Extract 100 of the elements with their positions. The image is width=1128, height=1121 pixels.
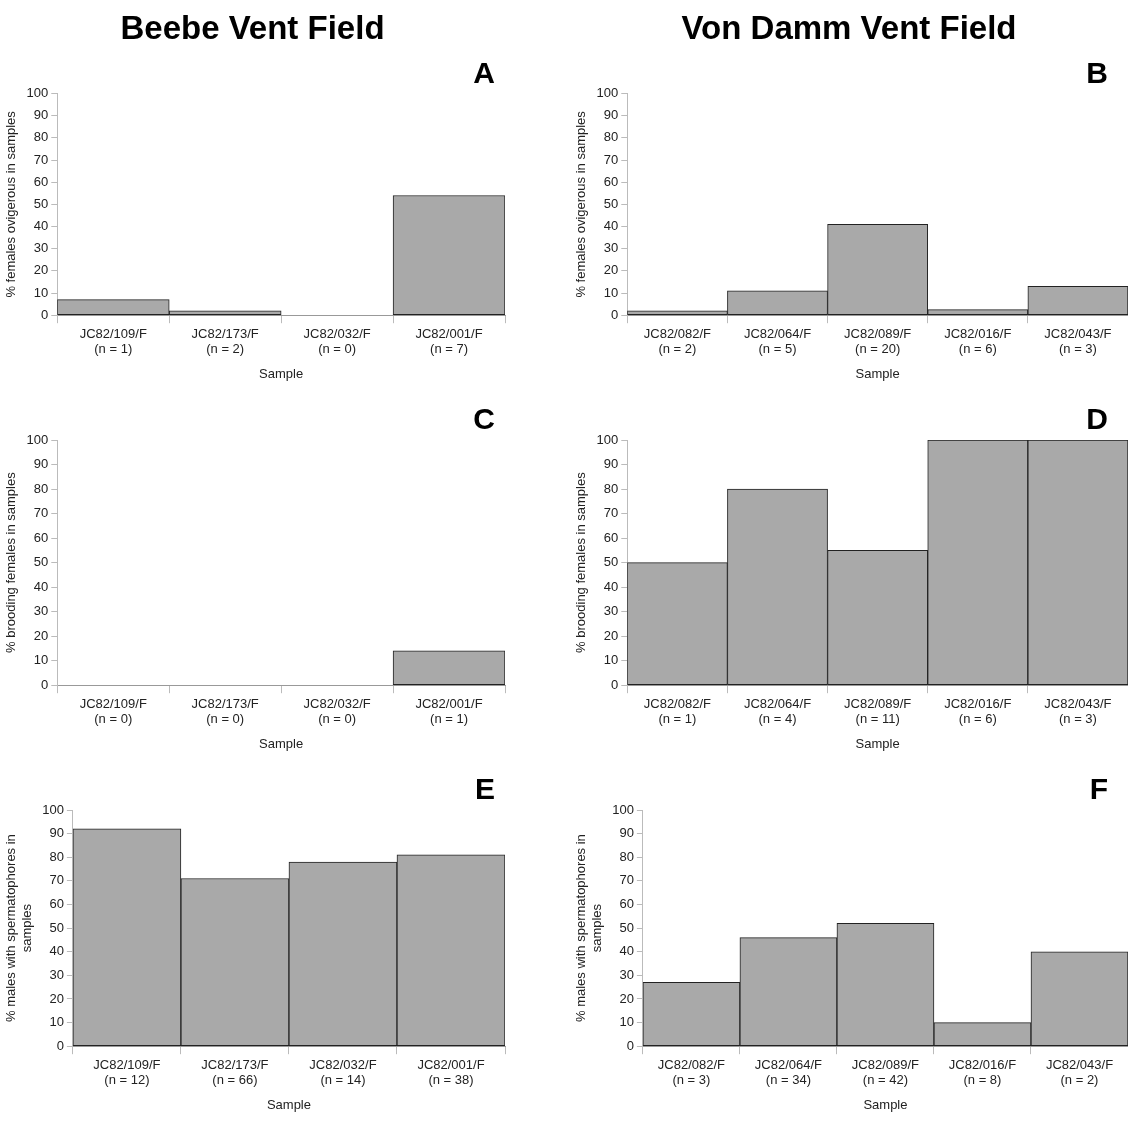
x-tick-label: JC82/089/F (n = 42) bbox=[851, 1056, 920, 1088]
y-tick-label: 20 bbox=[603, 262, 619, 278]
y-tick-label: 40 bbox=[619, 943, 634, 959]
y-tick-label: 90 bbox=[33, 456, 49, 472]
text: C bbox=[473, 402, 495, 436]
y-tick-label: 90 bbox=[603, 456, 619, 472]
y-tick-label: 80 bbox=[603, 480, 619, 496]
y-tick-label: 70 bbox=[603, 505, 619, 521]
y-tick-label: 50 bbox=[603, 554, 619, 570]
y-axis-title: % females ovigerous in samples bbox=[573, 110, 589, 298]
x-tick-label: JC82/064/F (n = 5) bbox=[743, 325, 812, 357]
y-tick-label: 100 bbox=[26, 85, 49, 101]
y-tick-label: 40 bbox=[603, 218, 619, 234]
chart-title: Von Damm Vent Field bbox=[681, 8, 1017, 46]
y-tick-label: 30 bbox=[33, 603, 49, 619]
y-tick-label: 20 bbox=[619, 990, 634, 1006]
y-tick-label: 60 bbox=[33, 173, 49, 189]
y-tick-label: 30 bbox=[603, 603, 619, 619]
y-axis-title: % brooding females in samples bbox=[573, 471, 589, 653]
x-axis-title: Sample bbox=[266, 1096, 311, 1112]
y-tick-label: 100 bbox=[612, 801, 634, 817]
x-tick-label: JC82/109/F (n = 1) bbox=[79, 325, 147, 357]
x-tick-label: JC82/043/F (n = 3) bbox=[1044, 325, 1112, 357]
x-tick-label: JC82/043/F (n = 2) bbox=[1045, 1056, 1114, 1088]
y-tick-label: 10 bbox=[603, 284, 619, 300]
y-tick-label: 30 bbox=[33, 240, 49, 256]
y-tick-label: 100 bbox=[26, 431, 49, 447]
y-tick-label: 50 bbox=[619, 919, 634, 935]
x-tick-label: JC82/001/F (n = 38) bbox=[417, 1056, 485, 1088]
y-tick-label: 70 bbox=[619, 872, 634, 888]
x-tick-label: JC82/089/F (n = 20) bbox=[844, 325, 912, 357]
y-tick-label: 40 bbox=[33, 578, 49, 594]
y-tick-label: 30 bbox=[49, 966, 64, 982]
text: B bbox=[1086, 55, 1108, 89]
y-tick-label: 10 bbox=[49, 1014, 64, 1030]
x-tick-label: JC82/032/F (n = 14) bbox=[309, 1056, 377, 1088]
y-tick-label: 80 bbox=[33, 480, 49, 496]
x-axis-title: Sample bbox=[259, 735, 304, 751]
y-tick-label: 60 bbox=[619, 896, 634, 912]
x-tick-label: JC82/109/F (n = 12) bbox=[93, 1056, 161, 1088]
y-axis-title: % brooding females in samples bbox=[3, 471, 19, 653]
y-axis-title: % males with spermatophores in samples bbox=[3, 834, 34, 1023]
y-tick-label: 50 bbox=[33, 195, 49, 211]
y-tick-label: 50 bbox=[49, 919, 64, 935]
x-axis-title: Sample bbox=[259, 365, 304, 381]
y-tick-label: 90 bbox=[49, 825, 64, 841]
x-tick-label: JC82/173/F (n = 66) bbox=[201, 1056, 269, 1088]
y-tick-label: 40 bbox=[33, 218, 49, 234]
y-tick-label: 10 bbox=[619, 1014, 634, 1030]
y-tick-label: 100 bbox=[596, 431, 619, 447]
x-tick-label: JC82/032/F (n = 0) bbox=[303, 325, 371, 357]
x-axis-title: Sample bbox=[855, 735, 900, 751]
y-tick-label: 100 bbox=[596, 85, 619, 101]
y-tick-label: 10 bbox=[33, 284, 49, 300]
x-tick-label: JC82/064/F (n = 4) bbox=[743, 695, 812, 727]
x-tick-label: JC82/043/F (n = 3) bbox=[1044, 695, 1112, 727]
y-tick-label: 0 bbox=[611, 676, 619, 692]
y-tick-label: 100 bbox=[42, 801, 64, 817]
y-tick-label: 0 bbox=[626, 1037, 634, 1053]
x-tick-label: JC82/001/F (n = 1) bbox=[415, 695, 483, 727]
y-tick-label: 80 bbox=[619, 848, 634, 864]
y-tick-label: 70 bbox=[33, 505, 49, 521]
y-tick-label: 90 bbox=[603, 107, 619, 123]
y-tick-label: 40 bbox=[49, 943, 64, 959]
y-tick-label: 10 bbox=[33, 652, 49, 668]
x-tick-label: JC82/016/F (n = 6) bbox=[944, 695, 1012, 727]
y-tick-label: 50 bbox=[603, 195, 619, 211]
y-tick-label: 20 bbox=[33, 627, 49, 643]
x-tick-label: JC82/082/F (n = 3) bbox=[657, 1056, 726, 1088]
y-tick-label: 80 bbox=[33, 129, 49, 145]
y-tick-label: 0 bbox=[41, 676, 49, 692]
x-tick-label: JC82/082/F (n = 2) bbox=[643, 325, 712, 357]
text: D bbox=[1086, 402, 1108, 436]
y-tick-label: 80 bbox=[603, 129, 619, 145]
x-tick-label: JC82/001/F (n = 7) bbox=[415, 325, 483, 357]
y-tick-label: 90 bbox=[33, 107, 49, 123]
x-axis-title: Sample bbox=[855, 365, 900, 381]
x-axis-title: Sample bbox=[863, 1096, 908, 1112]
y-tick-label: 70 bbox=[603, 151, 619, 167]
y-tick-label: 30 bbox=[603, 240, 619, 256]
x-tick-label: JC82/016/F (n = 8) bbox=[948, 1056, 1017, 1088]
y-tick-label: 0 bbox=[41, 306, 49, 322]
x-tick-label: JC82/082/F (n = 1) bbox=[643, 695, 712, 727]
x-tick-label: JC82/109/F (n = 0) bbox=[79, 695, 147, 727]
y-axis-title: % males with spermatophores in samples bbox=[573, 834, 604, 1023]
x-tick-label: JC82/173/F (n = 2) bbox=[191, 325, 259, 357]
x-tick-label: JC82/089/F (n = 11) bbox=[844, 695, 912, 727]
y-tick-label: 0 bbox=[56, 1037, 64, 1053]
y-tick-label: 80 bbox=[49, 848, 64, 864]
y-axis-title: % females ovigerous in samples bbox=[3, 110, 19, 298]
y-tick-label: 60 bbox=[603, 173, 619, 189]
y-tick-label: 20 bbox=[603, 627, 619, 643]
chart-title: Beebe Vent Field bbox=[120, 8, 385, 46]
text: A bbox=[473, 55, 495, 89]
x-tick-label: JC82/064/F (n = 34) bbox=[754, 1056, 823, 1088]
y-tick-label: 0 bbox=[611, 306, 619, 322]
y-tick-label: 60 bbox=[603, 529, 619, 545]
y-tick-label: 70 bbox=[33, 151, 49, 167]
y-tick-label: 20 bbox=[33, 262, 49, 278]
x-tick-label: JC82/032/F (n = 0) bbox=[303, 695, 371, 727]
